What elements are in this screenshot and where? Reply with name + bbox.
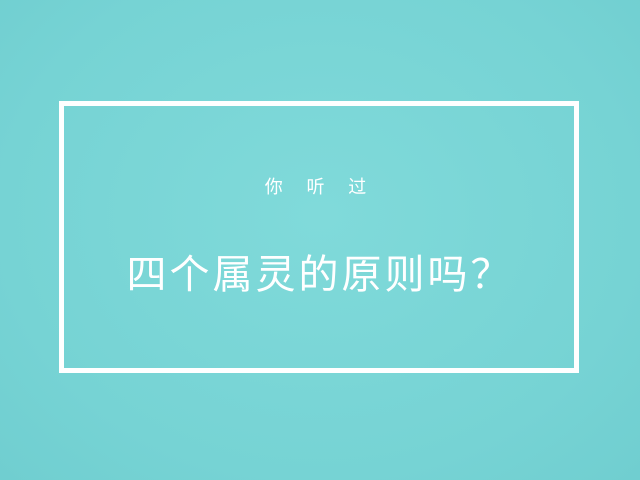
title-frame xyxy=(59,101,579,373)
subtitle: 你 听 过 xyxy=(264,177,376,198)
title: 四个属灵的原则吗？ xyxy=(126,252,514,298)
